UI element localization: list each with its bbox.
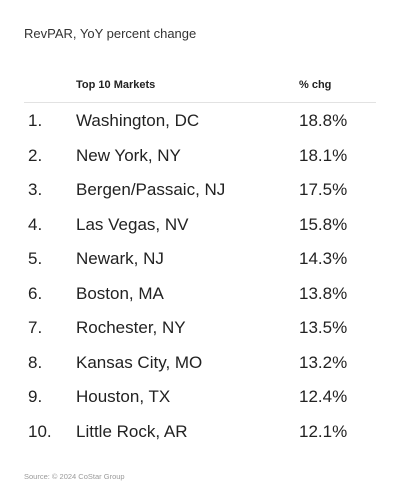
table-row: 2. New York, NY 18.1% <box>24 139 376 174</box>
header-market: Top 10 Markets <box>76 79 156 91</box>
page-title: RevPAR, YoY percent change <box>24 26 197 41</box>
market-cell: Boston, MA <box>76 283 164 303</box>
source-note: Source: © 2024 CoStar Group <box>24 472 125 481</box>
rank-cell: 3. <box>28 180 43 199</box>
market-cell: Kansas City, MO <box>76 352 203 372</box>
markets-table: Top 10 Markets % chg 1. Washington, DC 18.… <box>24 78 376 449</box>
table-row: 8. Kansas City, MO 13.2% <box>24 346 376 381</box>
table-header: Top 10 Markets % chg <box>24 78 376 103</box>
change-cell: 15.8% <box>299 214 348 234</box>
rank-cell: 7. <box>28 318 43 337</box>
market-cell: Little Rock, AR <box>76 421 188 441</box>
change-cell: 13.2% <box>299 352 348 372</box>
change-cell: 18.8% <box>299 111 348 130</box>
table-row: 9. Houston, TX 12.4% <box>24 380 376 415</box>
change-cell: 14.3% <box>299 249 348 268</box>
rank-cell: 9. <box>28 387 43 406</box>
rank-cell: 2. <box>28 145 43 165</box>
rank-cell: 5. <box>28 249 43 268</box>
table-row: 10. Little Rock, AR 12.1% <box>24 415 376 450</box>
rank-cell: 1. <box>28 111 43 130</box>
change-cell: 13.8% <box>299 283 348 303</box>
market-cell: Las Vegas, NV <box>76 214 189 234</box>
change-cell: 12.1% <box>299 421 348 441</box>
market-cell: Rochester, NY <box>76 318 186 337</box>
table-body: 1. Washington, DC 18.8% 2. New York, NY 18.1%… <box>24 104 376 449</box>
rank-cell: 4. <box>28 214 43 234</box>
rank-cell: 10. <box>28 421 52 441</box>
change-cell: 12.4% <box>299 387 348 406</box>
rank-cell: 6. <box>28 283 43 303</box>
market-cell: Houston, TX <box>76 387 171 406</box>
change-cell: 17.5% <box>299 180 348 199</box>
market-cell: Washington, DC <box>76 111 200 130</box>
change-cell: 18.1% <box>299 145 348 165</box>
market-cell: Bergen/Passaic, NJ <box>76 180 226 199</box>
table-row: 1. Washington, DC 18.8% <box>24 104 376 139</box>
market-cell: New York, NY <box>76 145 181 165</box>
table-row: 5. Newark, NJ 14.3% <box>24 242 376 277</box>
header-change: % chg <box>299 79 332 91</box>
table-row: 4. Las Vegas, NV 15.8% <box>24 208 376 243</box>
table-row: 6. Boston, MA 13.8% <box>24 277 376 312</box>
market-cell: Newark, NJ <box>76 249 164 268</box>
table-row: 3. Bergen/Passaic, NJ 17.5% <box>24 173 376 208</box>
rank-cell: 8. <box>28 352 43 372</box>
change-cell: 13.5% <box>299 318 348 337</box>
table-row: 7. Rochester, NY 13.5% <box>24 311 376 346</box>
